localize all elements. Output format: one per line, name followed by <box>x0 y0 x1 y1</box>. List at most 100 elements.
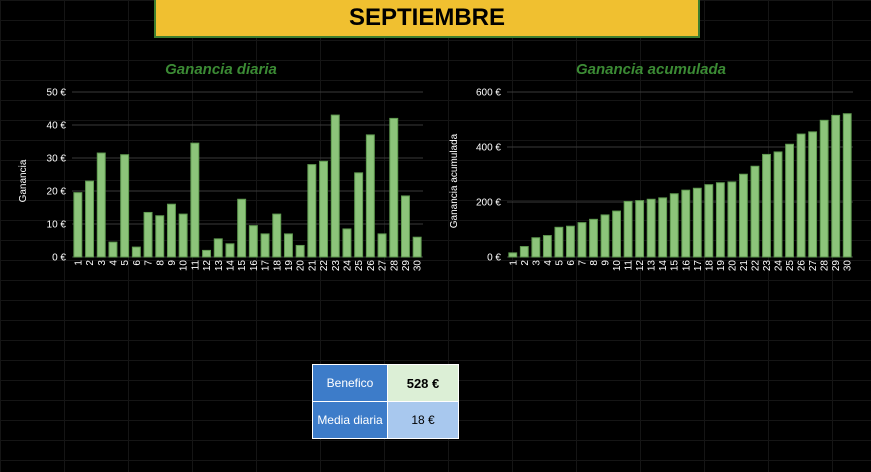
summary-row-profit: Benefico 528 € <box>312 364 459 402</box>
x-tick-label: 27 <box>808 260 819 272</box>
x-tick-label: 19 <box>284 260 295 272</box>
y-tick-label: 600 € <box>476 88 501 99</box>
bar <box>412 236 422 258</box>
bar <box>307 164 317 258</box>
profit-label: Benefico <box>312 364 388 402</box>
x-tick-label: 8 <box>589 260 600 266</box>
bar <box>342 228 352 258</box>
x-tick-label: 25 <box>354 260 365 272</box>
x-tick-label: 13 <box>647 260 658 272</box>
x-tick-label: 18 <box>704 260 715 272</box>
x-tick-label: 14 <box>658 260 669 272</box>
x-tick-label: 26 <box>797 260 808 272</box>
x-tick-label: 12 <box>635 260 646 272</box>
bar <box>319 160 329 258</box>
bar <box>646 198 656 258</box>
x-tick-label: 5 <box>120 260 131 266</box>
x-tick-label: 11 <box>624 260 635 271</box>
summary-row-average: Media diaria 18 € <box>312 401 459 439</box>
bar <box>202 249 212 258</box>
bar <box>295 244 305 258</box>
x-tick-label: 30 <box>413 260 424 272</box>
bar <box>248 225 258 258</box>
bar <box>330 114 340 258</box>
x-tick-label: 21 <box>307 260 318 272</box>
bar <box>785 143 794 258</box>
x-tick-label: 20 <box>296 260 307 272</box>
x-tick-label: 15 <box>670 260 681 272</box>
bar <box>750 165 760 258</box>
x-tick-label: 16 <box>249 260 260 272</box>
bar <box>715 182 725 258</box>
x-tick-label: 15 <box>237 260 248 272</box>
bar <box>612 210 621 258</box>
x-tick-label: 6 <box>566 260 577 266</box>
bar <box>155 215 165 258</box>
bar <box>704 184 714 258</box>
bar <box>365 134 375 258</box>
x-tick-label: 12 <box>202 260 213 272</box>
x-tick-label: 24 <box>774 260 785 272</box>
x-tick-label: 2 <box>520 260 531 266</box>
bar <box>389 117 399 258</box>
bar <box>190 142 200 258</box>
chart-title-daily: Ganancia diaria <box>165 61 277 78</box>
bar <box>178 213 188 258</box>
bar <box>773 151 783 258</box>
x-tick-label: 17 <box>261 260 272 272</box>
y-axis-label: Ganancia <box>18 159 29 202</box>
bar <box>225 243 235 258</box>
x-tick-label: 17 <box>693 260 704 272</box>
x-tick-label: 9 <box>167 260 178 266</box>
bar <box>73 192 83 258</box>
x-tick-label: 10 <box>179 260 190 272</box>
y-tick-label: 10 € <box>47 220 67 231</box>
bar <box>692 187 702 258</box>
y-tick-label: 200 € <box>476 198 501 209</box>
x-tick-label: 28 <box>389 260 400 272</box>
bar <box>577 222 587 258</box>
bar <box>739 173 748 258</box>
bar <box>808 131 818 258</box>
y-tick-label: 400 € <box>476 143 501 154</box>
average-value: 18 € <box>387 401 459 439</box>
bar <box>658 197 668 258</box>
bar <box>283 233 293 258</box>
bar <box>519 246 529 258</box>
bar <box>589 218 598 258</box>
y-tick-label: 50 € <box>47 88 67 99</box>
x-tick-label: 19 <box>716 260 727 272</box>
x-tick-label: 7 <box>144 260 155 266</box>
summary-table: Benefico 528 € Media diaria 18 € <box>312 364 459 439</box>
x-tick-label: 23 <box>331 260 342 272</box>
bar <box>508 252 518 258</box>
bar <box>96 152 106 258</box>
x-tick-label: 1 <box>508 260 519 266</box>
bar <box>237 198 247 258</box>
y-tick-label: 30 € <box>47 154 67 165</box>
bar <box>681 189 691 258</box>
x-tick-label: 16 <box>681 260 692 272</box>
x-tick-label: 11 <box>190 260 201 271</box>
x-tick-label: 1 <box>73 260 84 266</box>
chart-title-cumulative: Ganancia acumulada <box>575 61 727 78</box>
bar <box>143 211 153 258</box>
bar <box>531 237 541 258</box>
x-tick-label: 30 <box>843 260 854 272</box>
x-tick-label: 2 <box>85 260 96 266</box>
x-tick-label: 4 <box>108 260 119 266</box>
y-axis-label: Ganancia acumulada <box>449 133 460 228</box>
bar <box>542 235 552 258</box>
x-tick-label: 28 <box>820 260 831 272</box>
x-tick-label: 3 <box>97 260 108 266</box>
bar <box>842 113 852 258</box>
x-tick-label: 13 <box>214 260 225 272</box>
bar <box>831 114 841 258</box>
x-tick-label: 4 <box>543 260 554 266</box>
y-tick-label: 40 € <box>47 121 67 132</box>
x-tick-label: 18 <box>272 260 283 272</box>
bar <box>213 238 223 258</box>
bar <box>669 193 679 258</box>
